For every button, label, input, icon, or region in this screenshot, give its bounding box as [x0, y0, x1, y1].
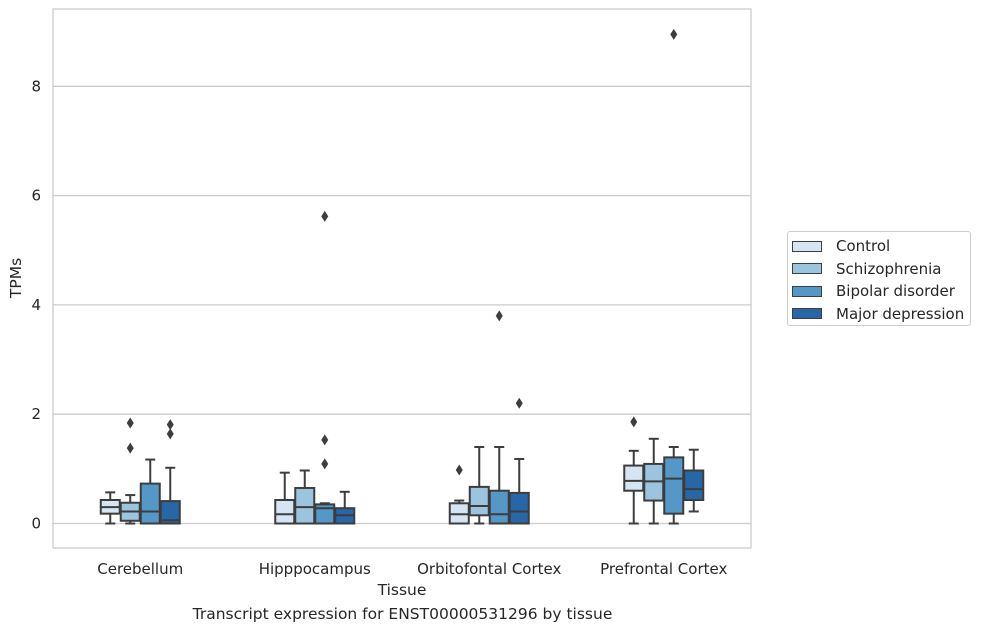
legend-swatch-schizophrenia [792, 263, 822, 275]
y-tick-label: 2 [31, 405, 41, 423]
outlier-point [670, 28, 678, 40]
legend-label-major-depression: Major depression [836, 304, 965, 323]
legend-item-control: Control [792, 235, 970, 258]
box-major-depression [508, 397, 530, 525]
box-body [623, 464, 645, 492]
box-body [683, 469, 705, 502]
y-tick-label: 6 [31, 187, 41, 205]
box-control [274, 471, 296, 525]
y-axis-label: TPMs [7, 258, 25, 299]
outlier-point [515, 397, 523, 409]
box-major-depression [159, 419, 181, 525]
box-body [294, 486, 316, 525]
box-major-depression [334, 490, 356, 525]
box-body [159, 500, 181, 525]
y-tick-label: 0 [31, 515, 41, 533]
legend-label-bipolar-disorder: Bipolar disorder [836, 282, 955, 301]
y-tick-label: 8 [31, 77, 41, 95]
legend-label-schizophrenia: Schizophrenia [836, 259, 942, 278]
x-tick-label: Prefrontal Cortex [600, 560, 727, 578]
box-body [488, 489, 510, 525]
legend-item-bipolar-disorder: Bipolar disorder [792, 280, 970, 303]
legend-label-control: Control [836, 237, 891, 256]
outlier-point [166, 419, 174, 431]
outlier-point [166, 428, 174, 440]
box-groups [99, 28, 705, 525]
outlier-point [495, 310, 503, 322]
box-major-depression [683, 448, 705, 513]
box-schizophrenia [468, 445, 490, 525]
x-axis-ticks: Cerebellum Hipppocampus Orbitofontal Corte… [97, 560, 727, 578]
outlier-point [321, 434, 329, 446]
outlier-point [321, 210, 329, 222]
y-axis-ticks: 0 2 4 6 8 [31, 77, 41, 532]
x-tick-label: Cerebellum [97, 560, 183, 578]
legend-item-major-depression: Major depression [792, 303, 970, 326]
outlier-point [321, 458, 329, 470]
box-control [99, 491, 121, 525]
chart-caption: Transcript expression for ENST0000053129… [192, 605, 613, 623]
y-tick-label: 4 [31, 296, 41, 314]
legend: Control Schizophrenia Bipolar disorder M… [787, 231, 971, 326]
plot-frame [52, 8, 752, 549]
outlier-point [630, 416, 638, 428]
box-body [508, 491, 530, 525]
box-schizophrenia [119, 417, 141, 525]
x-tick-label: Hipppocampus [259, 560, 371, 578]
box-bipolar-disorder [314, 210, 336, 525]
outlier-point [126, 442, 134, 454]
box-body [139, 482, 161, 525]
outlier-point [126, 417, 134, 429]
x-axis-label: Tissue [377, 581, 427, 599]
box-body [468, 485, 490, 517]
box-body [663, 456, 685, 515]
outlier-point [455, 464, 463, 476]
legend-item-schizophrenia: Schizophrenia [792, 258, 970, 281]
legend-swatch-control [792, 240, 822, 252]
legend-swatch-bipolar-disorder [792, 285, 822, 297]
legend-swatch-major-depression [792, 308, 822, 320]
box-body [274, 499, 296, 525]
x-tick-label: Orbitofontal Cortex [417, 560, 561, 578]
box-schizophrenia [294, 469, 316, 525]
